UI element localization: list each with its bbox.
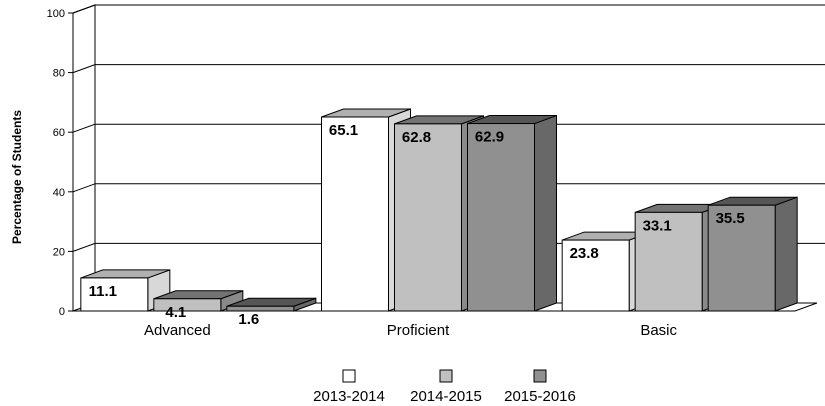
- bar-side-face: [774, 196, 798, 312]
- bar-advanced-2014-2015: [153, 290, 244, 312]
- bar-side-face: [534, 114, 557, 312]
- gridline-side: [72, 64, 96, 74]
- y-tick-label: 40: [53, 187, 65, 199]
- bar-advanced-2015-2016: [226, 297, 317, 312]
- bar-series-group: [80, 108, 798, 312]
- data-label: 11.1: [89, 283, 117, 300]
- bar-front-face: [467, 123, 535, 312]
- bar-front-face: [634, 211, 703, 312]
- x-tick-label-basic: Basic: [640, 322, 677, 339]
- y-axis-title: Percentage of Students: [10, 110, 24, 244]
- legend: 2013-2014 2014-2015 2015-2016: [313, 369, 576, 405]
- data-label: 62.8: [402, 129, 431, 146]
- data-labels: 11.1 4.1 1.6 65.1 62.8 62.9 23.8 33.1 35.5: [89, 122, 745, 328]
- bar-front-face: [80, 277, 149, 312]
- bar-advanced-2013-2014: [80, 269, 171, 312]
- gridline-side: [72, 123, 96, 133]
- bar-front-face: [394, 123, 462, 312]
- x-axis-category-labels: Advanced Proficient Basic: [144, 322, 678, 339]
- y-tick-label: 60: [53, 127, 65, 139]
- legend-label: 2013-2014: [313, 388, 385, 405]
- legend-swatch: [342, 369, 356, 383]
- x-tick-label-proficient: Proficient: [387, 322, 450, 339]
- bar-basic-2015-2016: [707, 196, 798, 312]
- data-label: 23.8: [570, 245, 599, 262]
- y-tick-label: 20: [53, 246, 65, 258]
- gridline-side: [72, 242, 96, 252]
- x-tick-label-advanced: Advanced: [144, 322, 211, 339]
- legend-swatch: [533, 369, 547, 383]
- y-tick-label: 100: [47, 8, 65, 20]
- y-tick-label: 0: [59, 306, 65, 318]
- bar-front-face: [707, 204, 776, 312]
- data-label: 33.1: [643, 217, 672, 234]
- side-wall: [72, 4, 96, 312]
- legend-label: 2015-2016: [504, 388, 576, 405]
- y-tick-label: 80: [53, 68, 65, 80]
- data-label: 35.5: [716, 210, 745, 227]
- bar-front-face: [226, 305, 295, 312]
- y-axis-ticks: 0 20 40 60 80 100: [47, 8, 74, 318]
- data-label: 4.1: [165, 304, 186, 321]
- bar-front-face: [321, 116, 389, 312]
- bar-front-face: [561, 239, 630, 312]
- bar-front-face: [153, 298, 222, 312]
- legend-swatch: [439, 369, 453, 383]
- gridline-side: [72, 4, 96, 14]
- data-label: 62.9: [475, 129, 504, 146]
- data-label: 65.1: [329, 122, 358, 139]
- legend-label: 2014-2015: [410, 388, 482, 405]
- bar-proficient-2015-2016: [467, 114, 557, 312]
- gridline-side: [72, 183, 96, 193]
- data-label: 1.6: [238, 311, 259, 328]
